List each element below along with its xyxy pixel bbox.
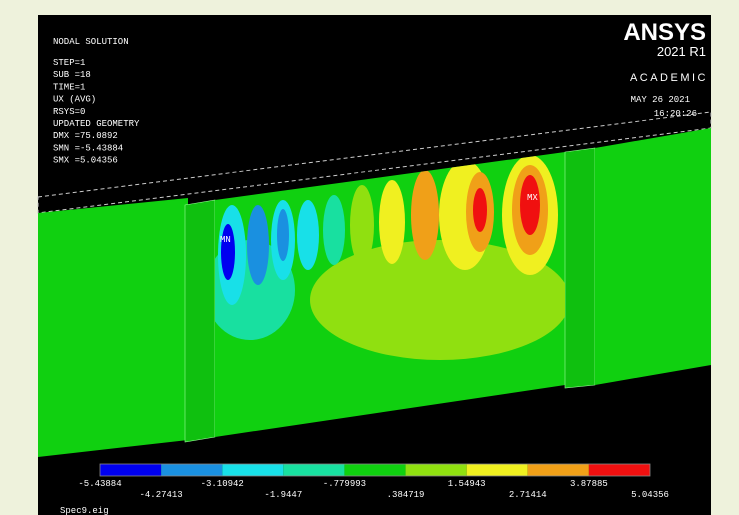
legend-label: -3.10942 xyxy=(201,479,244,489)
header-line: DMX =75.0892 xyxy=(53,131,118,141)
contour xyxy=(221,224,235,280)
header-line: RSYS=0 xyxy=(53,107,85,117)
contour xyxy=(473,188,487,232)
legend-label: -4.27413 xyxy=(140,490,183,500)
date: MAY 26 2021 xyxy=(631,95,690,105)
contour xyxy=(247,205,269,285)
plot-title: NODAL SOLUTION xyxy=(53,37,129,47)
legend-label: -.779993 xyxy=(323,479,366,489)
legend-swatch xyxy=(222,464,283,476)
header-line: UPDATED GEOMETRY xyxy=(53,119,140,129)
contour xyxy=(379,180,405,264)
logo-release: 2021 R1 xyxy=(657,44,706,59)
contour xyxy=(411,170,439,260)
right-stiffener xyxy=(565,148,595,388)
header-line: TIME=1 xyxy=(53,82,85,92)
contour xyxy=(277,209,289,261)
legend-swatch xyxy=(344,464,405,476)
legend-label: 2.71414 xyxy=(509,490,547,500)
legend-label: 1.54943 xyxy=(448,479,486,489)
contour xyxy=(520,175,540,235)
legend-swatch xyxy=(528,464,589,476)
screenshot: MN MX NODAL SOLUTION STEP=1 SUB =18 TIME=1… xyxy=(0,0,739,515)
min-marker: MN xyxy=(220,235,231,245)
legend-swatch xyxy=(406,464,467,476)
contour xyxy=(350,185,374,265)
left-stiffener xyxy=(185,200,215,442)
header-line: SMN =-5.43884 xyxy=(53,143,123,153)
header-line: SUB =18 xyxy=(53,70,91,80)
legend-swatch xyxy=(100,464,161,476)
time: 16:20:26 xyxy=(654,109,697,119)
viewport: MN MX NODAL SOLUTION STEP=1 SUB =18 TIME=1… xyxy=(0,0,739,515)
legend-swatch xyxy=(161,464,222,476)
legend-label: 3.87885 xyxy=(570,479,608,489)
header-line: STEP=1 xyxy=(53,58,85,68)
footer: Spec9.eig xyxy=(60,506,109,515)
legend-swatch xyxy=(589,464,650,476)
left-block xyxy=(38,198,188,457)
legend-swatch xyxy=(283,464,344,476)
header-line: SMX =5.04356 xyxy=(53,156,118,166)
legend-label: -5.43884 xyxy=(78,479,121,489)
legend-label: 5.04356 xyxy=(631,490,669,500)
logo-brand: ANSYS xyxy=(623,19,706,46)
legend-label: .384719 xyxy=(387,490,425,500)
legend-label: -1.9447 xyxy=(264,490,302,500)
header-line: UX (AVG) xyxy=(53,95,96,105)
contour xyxy=(323,195,345,265)
max-marker: MX xyxy=(527,193,538,203)
logo-edition: ACADEMIC xyxy=(630,72,708,84)
legend-swatch xyxy=(467,464,528,476)
right-block xyxy=(595,128,711,385)
contour xyxy=(297,200,319,270)
